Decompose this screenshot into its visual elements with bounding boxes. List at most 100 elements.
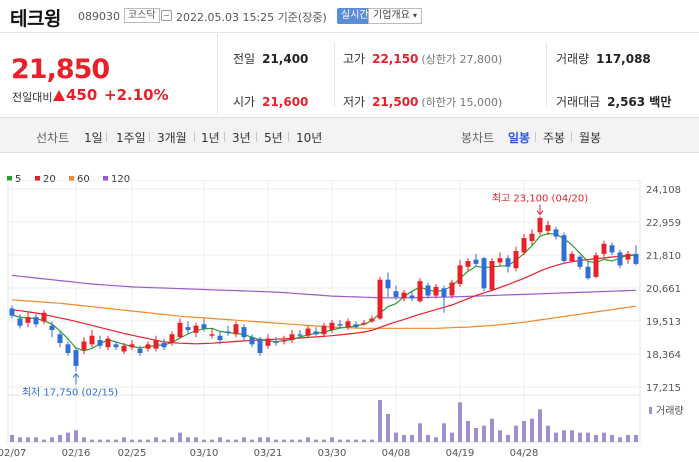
tab-separator <box>106 132 107 142</box>
candle-body <box>217 335 223 341</box>
stat-label: 저가 <box>343 95 366 109</box>
volume-bar <box>394 432 398 442</box>
volume-bar <box>50 437 54 442</box>
candle-body <box>465 261 471 267</box>
tab-1week[interactable]: 1주일 <box>116 131 146 145</box>
candle-body <box>313 331 319 335</box>
candle-body <box>17 318 23 326</box>
volume-bar <box>514 425 518 442</box>
volume-bar <box>42 439 46 442</box>
tab-weekly[interactable]: 주봉 <box>543 131 566 145</box>
x-tick-label: 02/25 <box>118 448 147 459</box>
tab-3year[interactable]: 3년 <box>232 131 251 145</box>
volume-bar <box>386 414 390 442</box>
volume-bar <box>34 437 38 442</box>
low-marker-head <box>72 372 80 378</box>
line-chart-label[interactable]: 선차트 <box>36 131 70 145</box>
candle-body <box>137 348 143 353</box>
x-tick-label: 04/19 <box>446 448 475 459</box>
candle-body <box>105 338 111 348</box>
candle-body <box>569 253 575 262</box>
volume-bar <box>626 435 630 442</box>
candle-body <box>385 279 391 289</box>
candle-chart-label[interactable]: 봉차트 <box>461 131 495 145</box>
tab-3month[interactable]: 3개월 <box>157 131 187 145</box>
price-panel: 21,850 전일대비 450 +2.10% <box>0 34 218 115</box>
volume-bar <box>234 439 238 442</box>
lower-limit: (하한가 15,000) <box>421 96 503 109</box>
volume-bar <box>298 439 302 442</box>
volume-bar <box>146 439 150 442</box>
candle-body <box>153 340 159 349</box>
volume-bar <box>450 432 454 442</box>
stat-value: 21,600 <box>262 95 309 109</box>
candle-body <box>409 295 415 299</box>
price-change-percent: +2.10% <box>104 86 169 104</box>
y-tick-label: 20,661 <box>646 284 681 295</box>
tab-10year[interactable]: 10년 <box>296 131 323 145</box>
stat-value: 21,500 <box>372 95 419 109</box>
stat-prev-close: 전일 21,400 <box>233 50 308 67</box>
current-price: 21,850 <box>11 54 110 85</box>
candle-body <box>89 335 95 345</box>
candle-body <box>449 282 455 296</box>
x-tick-label: 02/07 <box>0 448 26 459</box>
candle-body <box>273 341 279 343</box>
stat-open: 시가 21,600 <box>233 93 308 110</box>
volume-bar <box>210 439 214 442</box>
candle-body <box>505 258 511 267</box>
candle-body <box>113 344 119 348</box>
volume-bar <box>634 435 638 442</box>
tab-daily[interactable]: 일봉 <box>508 131 531 145</box>
volume-bar <box>474 428 478 442</box>
tab-separator <box>256 132 257 142</box>
candle-body <box>633 253 639 264</box>
change-label: 전일대비 <box>12 91 53 104</box>
volume-bar <box>306 437 310 442</box>
chart-period-tabs: 선차트 1일 1주일 3개월 1년 3년 5년 10년 봉차트 일봉 주봉 월봉 <box>0 117 699 153</box>
candle-body <box>305 328 311 336</box>
high-annotation: 최고 23,100 (04/20) <box>492 193 588 205</box>
candle-body <box>121 345 127 352</box>
volume-bar <box>338 439 342 442</box>
volume-bar <box>186 437 190 442</box>
divider <box>334 42 335 106</box>
candle-body <box>529 233 535 241</box>
company-info-dropdown[interactable]: 기업개요 ▾ <box>368 8 423 24</box>
tab-separator <box>535 132 536 142</box>
candle-body <box>257 338 263 353</box>
volume-bar <box>154 437 158 442</box>
tab-1day[interactable]: 1일 <box>84 131 103 145</box>
volume-bar <box>130 439 134 442</box>
candle-body <box>169 334 175 343</box>
candle-body <box>361 322 367 325</box>
candle-body <box>625 253 631 260</box>
tab-monthly[interactable]: 월봉 <box>579 131 602 145</box>
tab-5year[interactable]: 5년 <box>264 131 283 145</box>
stat-label: 고가 <box>343 52 366 66</box>
candle-body <box>57 334 63 343</box>
upper-limit: (상한가 27,800) <box>421 53 503 66</box>
candle-body <box>353 324 359 328</box>
volume-bar <box>162 439 166 442</box>
x-tick-label: 04/08 <box>382 448 411 459</box>
volume-bar <box>82 437 86 442</box>
candlestick-chart[interactable]: 24,108 22,959 21,810 20,661 19,513 18,364 17,2… <box>0 180 699 462</box>
candle-body <box>65 344 71 353</box>
candle-body <box>577 256 583 267</box>
stat-label: 시가 <box>233 95 256 109</box>
candle-body <box>521 238 527 253</box>
stock-header: 테크윙 089030 코스닥 2022.05.03 15:25 기준(장중) 실… <box>0 0 699 33</box>
tab-1year[interactable]: 1년 <box>201 131 220 145</box>
volume-bar <box>290 439 294 442</box>
realtime-button[interactable]: 실시간 <box>337 8 373 24</box>
candle-body <box>481 258 487 289</box>
volume-bar <box>546 425 550 442</box>
candle-body <box>345 321 351 328</box>
candle-body <box>457 265 463 285</box>
volume-bar <box>410 435 414 442</box>
y-tick-label: 22,959 <box>646 218 681 229</box>
candle-body <box>185 327 191 330</box>
company-info-label: 기업개요 <box>373 10 410 21</box>
stat-trade-amount: 거래대금 2,563 백만 <box>556 93 671 110</box>
